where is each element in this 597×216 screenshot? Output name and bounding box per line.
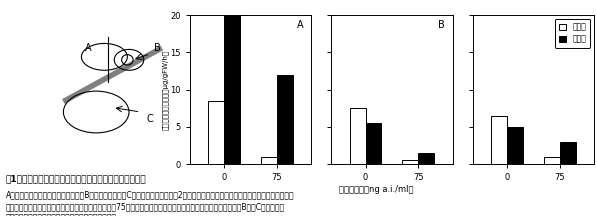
Bar: [365, 123, 381, 164]
Bar: [418, 153, 434, 164]
Bar: [208, 101, 224, 164]
Text: A: A: [85, 43, 91, 53]
Text: B: B: [438, 20, 445, 30]
Bar: [491, 116, 507, 164]
Bar: [277, 75, 293, 164]
Text: A：成長点を含めた茎頂部及び幼葉、B：最上位展開葉、C：（茎頂より）展開第2葉。感受性：秋田県大曲市産感受性バイオタイプ、抵: A：成長点を含めた茎頂部及び幼葉、B：最上位展開葉、C：（茎頂より）展開第2葉。…: [6, 190, 294, 199]
Text: C: C: [147, 114, 153, 124]
Bar: [559, 142, 576, 164]
Bar: [261, 157, 277, 164]
Bar: [507, 127, 523, 164]
Text: B: B: [153, 43, 160, 53]
Y-axis label: アセトイン蓄積速度（μg/gFW/h）: アセトイン蓄積速度（μg/gFW/h）: [162, 50, 169, 130]
Legend: 感受性, 抵抗性: 感受性, 抵抗性: [555, 19, 590, 48]
Text: 用。赤色の発色の強さはアセトイン蓄積速度に比例。: 用。赤色の発色の強さはアセトイン蓄積速度に比例。: [6, 214, 117, 216]
Bar: [402, 160, 418, 164]
Bar: [544, 157, 559, 164]
Bar: [350, 108, 365, 164]
Text: 抗性：山形県遊佐町産抵抗性バイオタイプ。除草剤は75％チフェンスルフロンメチル水和剤を使用。従来法ではB及びCの部位を使: 抗性：山形県遊佐町産抵抗性バイオタイプ。除草剤は75％チフェンスルフロンメチル水…: [6, 202, 285, 211]
Text: A: A: [297, 20, 303, 30]
Text: 除草剤濃度（ng a.i./ml）: 除草剤濃度（ng a.i./ml）: [339, 185, 413, 194]
Bar: [224, 15, 240, 164]
Text: 図1　アゼナの検定部位によるアセトイン蓄積速度の差異: 図1 アゼナの検定部位によるアセトイン蓄積速度の差異: [6, 174, 147, 183]
Text: C: C: [580, 20, 586, 30]
